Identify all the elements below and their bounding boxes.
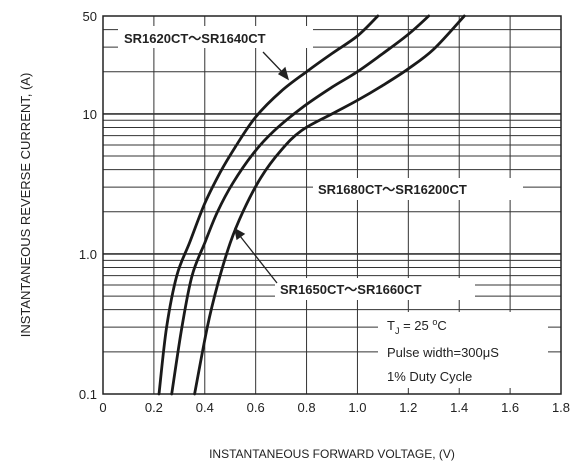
x-tick-labels: 0 0.2 0.4 0.6 0.8 1.0 1.2 1.4 1.6 1.8 [99,400,570,415]
x-tick-label: 0.4 [196,400,214,415]
x-tick-label: 1.8 [552,400,570,415]
tj-subscript: J [395,326,400,336]
tj-annotation: TJ = 25 oC [387,317,447,336]
series-label-sr1650-sr1660: SR1650CT～SR1660CT [280,282,422,297]
series-label-sr1680-sr16200: SR1680CT～SR16200CT [318,182,467,197]
x-tick-label: 0.8 [298,400,316,415]
leader-arrows [234,51,290,284]
x-tick-label: 1.6 [501,400,519,415]
x-tick-label: 0.6 [247,400,265,415]
y-tick-label: 1.0 [79,247,97,262]
pulse-width-annotation: Pulse width=300μS [387,345,499,360]
curve-sr1680-sr16200 [193,14,466,396]
arrow-head-3 [234,227,246,241]
duty-cycle-annotation: 1% Duty Cycle [387,369,472,384]
y-tick-label: 0.1 [79,387,97,402]
x-tick-label: 0 [99,400,106,415]
y-tick-label: 50 [83,9,97,24]
curves [157,14,466,396]
x-tick-label: 1.0 [348,400,366,415]
y-axis-label: INSTANTANEOUS REVERSE CURRENT, (A) [18,73,33,338]
x-tick-label: 0.2 [145,400,163,415]
curve-sr1650-sr1660 [170,14,431,396]
series-label-bg-3 [275,278,475,300]
tj-unit: C [437,318,446,333]
series-label-bg-1 [118,26,313,48]
y-tick-label: 10 [83,107,97,122]
x-tick-label: 1.4 [450,400,468,415]
svg-text:TJ = 25 oC: TJ = 25 oC [387,317,447,336]
x-tick-label: 1.2 [399,400,417,415]
curve-sr1620-sr1640 [157,14,380,396]
arrow-head-1 [277,66,290,81]
tj-symbol: T [387,318,395,333]
x-axis-label: INSTANTANEOUS FORWARD VOLTAGE, (V) [209,447,455,461]
leader-line-3 [239,235,278,284]
series-label-bg-2 [313,178,523,200]
series-label-sr1620-sr1640: SR1620CT～SR1640CT [124,31,266,46]
y-tick-labels: 0.1 1.0 10 50 [79,9,97,402]
tj-value: = 25 [399,318,432,333]
plot-frame [102,15,562,395]
tj-degree: o [432,317,437,327]
conditions-box [378,312,548,388]
